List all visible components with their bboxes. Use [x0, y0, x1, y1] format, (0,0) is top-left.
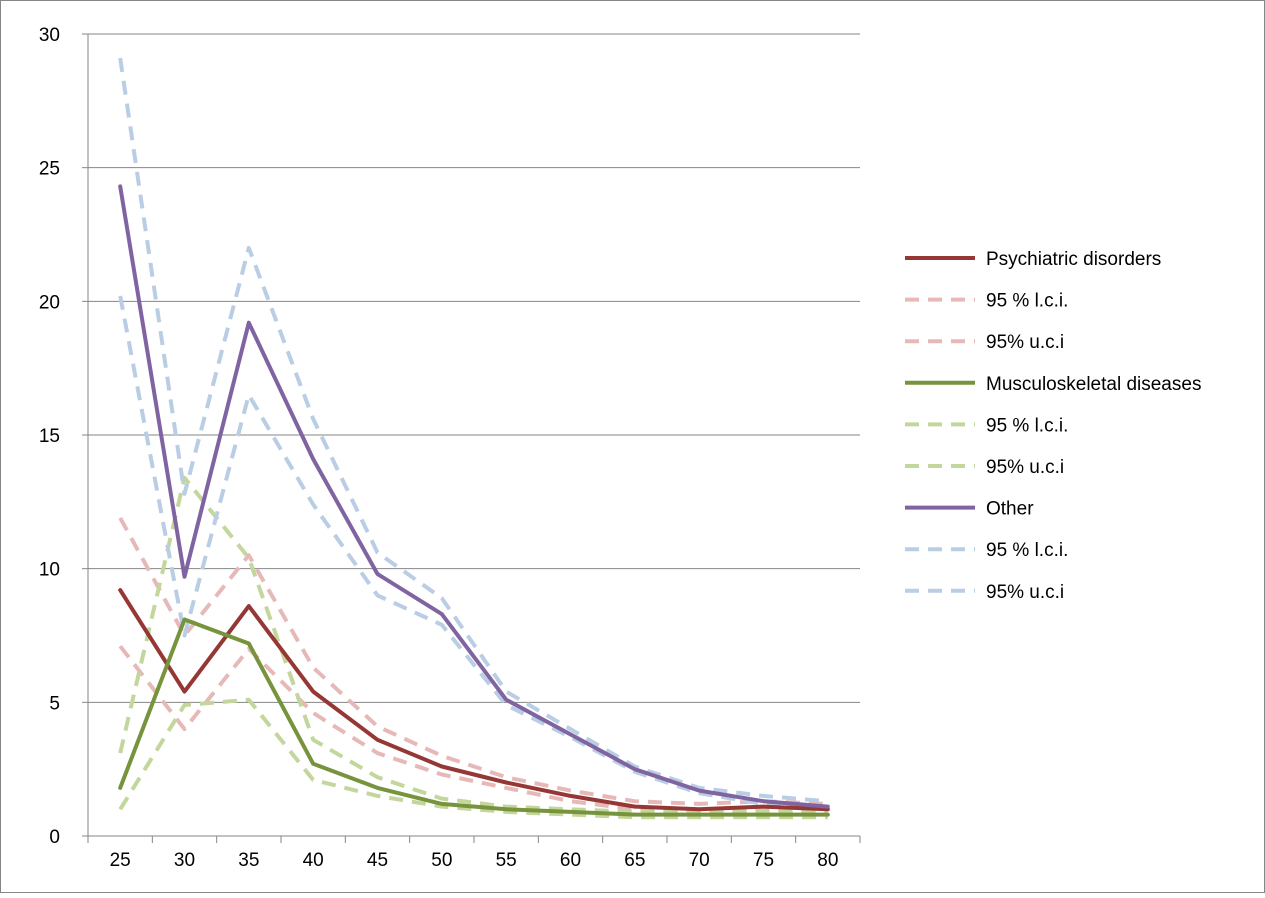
y-tick-label: 25 [39, 159, 60, 180]
y-tick-label: 0 [49, 827, 60, 848]
series-line-0 [118, 588, 830, 812]
legend-label: 95% u.c.i [986, 582, 1064, 603]
legend-label: 95% u.c.i [986, 332, 1064, 353]
series-lines [118, 57, 830, 820]
x-tick-label: 80 [817, 850, 838, 871]
legend-label: 95 % l.c.i. [986, 291, 1068, 312]
x-tick-label: 65 [624, 850, 645, 871]
series-line-8 [118, 57, 828, 804]
series-line-6 [118, 184, 830, 809]
legend-label: Musculoskeletal diseases [986, 374, 1201, 395]
legend-label: Other [986, 499, 1034, 520]
series-line-5 [118, 475, 828, 814]
x-tick-label: 70 [689, 850, 710, 871]
x-tick-label: 60 [560, 850, 581, 871]
legend-label: 95 % l.c.i. [986, 540, 1068, 561]
y-tick-label: 5 [49, 693, 60, 714]
series-line-2 [118, 516, 828, 806]
series-line-3 [118, 617, 830, 817]
x-tick-label: 75 [753, 850, 774, 871]
series-line-7 [118, 295, 828, 812]
x-tick-label: 40 [303, 850, 324, 871]
legend: Psychiatric disorders 95 % l.c.i. 95% u.c.… [905, 249, 1201, 603]
x-tick-label: 25 [110, 850, 131, 871]
x-tick-label: 50 [431, 850, 452, 871]
x-tick-label: 35 [238, 850, 259, 871]
legend-label: 95 % l.c.i. [986, 415, 1068, 436]
y-tick-label: 15 [39, 426, 60, 447]
y-tick-label: 10 [39, 560, 60, 581]
x-tick-label: 45 [367, 850, 388, 871]
axes: 0 5 10 15 20 25 30 25 30 35 40 45 50 55 60 65 70 75 80 [39, 25, 861, 871]
legend-label: 95% u.c.i [986, 457, 1064, 478]
x-tick-label: 55 [496, 850, 517, 871]
legend-label: Psychiatric disorders [986, 249, 1161, 270]
x-tick-label: 30 [174, 850, 195, 871]
y-tick-label: 20 [39, 292, 60, 313]
y-tick-label: 30 [39, 25, 60, 46]
gridlines [88, 33, 860, 703]
